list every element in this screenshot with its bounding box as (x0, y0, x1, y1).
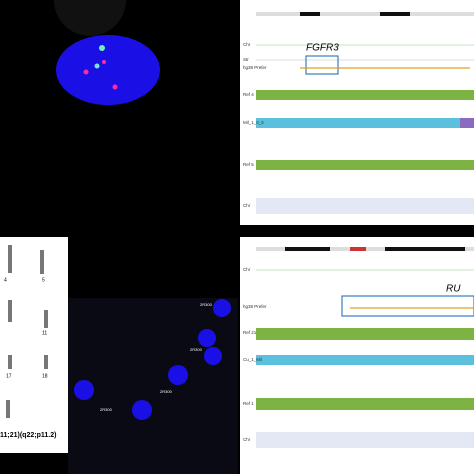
panel (68, 298, 238, 474)
chromosome (40, 250, 44, 274)
nucleus (168, 365, 188, 385)
track-label: Ref 1 (243, 401, 254, 406)
track-label: Chr (243, 267, 251, 272)
chromosome-label: 4 (4, 277, 7, 283)
nucleus (213, 299, 231, 317)
coverage-track (256, 398, 474, 410)
cell-label: 2R300 (160, 389, 173, 394)
track-label: hg38 Prefer (243, 304, 267, 309)
track-label: Ref 21 (243, 330, 257, 335)
browser-bottom: RU Chr hg38 Prefer Ref 21 Cu_1_Mil Ref 1… (240, 237, 474, 474)
track-label: Cu_1_Mil (243, 357, 262, 362)
chromosome (8, 300, 12, 322)
nucleus (132, 400, 152, 420)
browser-top: FGFR3 Chr Str hg38 Prefer Ref 4 Mil_1_0_… (240, 0, 474, 225)
track-label: Str (243, 57, 249, 62)
chromosome (44, 355, 48, 369)
highlight-box (305, 55, 339, 75)
cell-shadow (54, 0, 126, 36)
highlight-box (341, 295, 474, 317)
signal-green (94, 63, 100, 69)
signal-red (112, 84, 118, 90)
band (385, 247, 465, 251)
band (300, 12, 320, 16)
fish-top-panel (54, 0, 160, 105)
ideogram (256, 12, 474, 16)
signal-red (102, 60, 106, 64)
coverage-track (256, 90, 474, 100)
gene-label: FGFR3 (306, 43, 339, 54)
karyotype-caption: 11;21)(q22;p11.2) (0, 432, 56, 439)
chromosome (6, 400, 10, 418)
cell-label: 2R300 (190, 347, 203, 352)
chromosome (44, 310, 48, 328)
signal-green (99, 45, 105, 51)
nucleus (204, 347, 222, 365)
coverage-track (460, 118, 474, 128)
track-label: Chr (243, 203, 251, 208)
track-label: Chr (243, 42, 251, 47)
cell-label: 2R300 (100, 407, 113, 412)
coverage-track (256, 432, 474, 448)
chromosome-label: 18 (42, 373, 48, 379)
coverage-track (256, 355, 474, 365)
fish-bottom-panel: 2R300 2R300 2R300 2R300 (68, 298, 238, 474)
signal-red (83, 69, 89, 75)
band (285, 247, 330, 251)
track-label: Chr (243, 437, 251, 442)
nucleus (198, 329, 216, 347)
chromosome-label: 5 (42, 277, 45, 283)
karyotype-panel: 4 5 11 17 18 11;21)(q22;p11.2) (0, 237, 68, 453)
track-label: Ref 4 (243, 92, 254, 97)
band (380, 12, 410, 16)
coverage-track (256, 198, 474, 214)
track-label: Mil_1_0_5 (243, 120, 264, 125)
band (350, 247, 366, 251)
cell-label: 2R300 (200, 302, 213, 307)
nucleus (74, 380, 94, 400)
track-label: Ref 5 (243, 162, 254, 167)
panel (240, 0, 474, 225)
chromosome (8, 355, 12, 369)
gene-label: RU (446, 284, 461, 295)
chromosome (8, 245, 12, 273)
nucleus (56, 35, 160, 105)
track-label: hg38 Prefer (243, 65, 267, 70)
chromosome-label: 17 (6, 373, 12, 379)
coverage-track (256, 328, 474, 340)
chromosome-label: 11 (42, 330, 47, 336)
coverage-track (256, 160, 474, 170)
coverage-track (256, 118, 474, 128)
